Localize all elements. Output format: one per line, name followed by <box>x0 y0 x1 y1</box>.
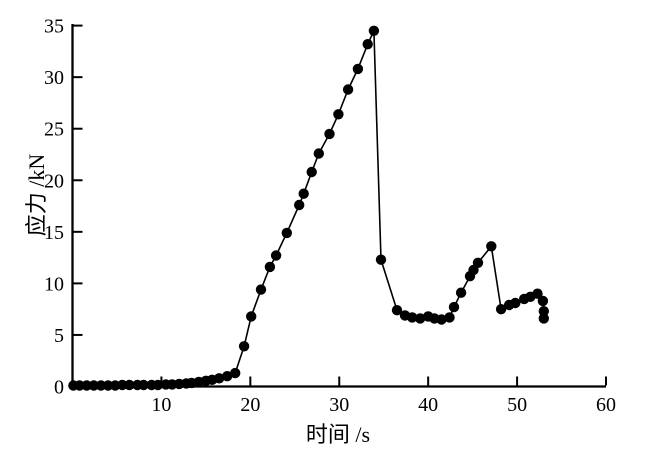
data-point <box>238 341 250 352</box>
data-point <box>436 314 447 325</box>
x-tick-label: 30 <box>329 394 349 416</box>
data-point <box>298 188 309 199</box>
data-point <box>415 313 426 324</box>
data-point <box>538 306 549 317</box>
y-tick-label: 5 <box>54 325 64 347</box>
data-point <box>375 254 387 265</box>
x-tick-label: 10 <box>151 394 171 416</box>
data-point <box>138 379 149 391</box>
data-point <box>444 312 455 323</box>
data-point <box>532 288 543 299</box>
data-point <box>495 304 507 315</box>
y-tick-label: 10 <box>44 273 64 295</box>
data-point <box>342 84 354 95</box>
data-point <box>246 311 257 322</box>
data-point <box>306 166 317 178</box>
data-point <box>230 367 241 379</box>
data-point <box>510 297 521 309</box>
data-point <box>352 63 364 75</box>
y-axis-title: 应力 /kN <box>24 154 49 237</box>
data-point <box>537 295 549 307</box>
data-point <box>270 250 282 261</box>
y-tick-label: 20 <box>44 170 64 192</box>
x-tick-label: 40 <box>418 394 438 416</box>
data-point <box>222 371 233 382</box>
data-point <box>538 313 549 324</box>
data-point <box>486 241 497 252</box>
data-point <box>472 257 484 268</box>
y-tick-label: 35 <box>44 16 64 38</box>
data-point <box>324 128 335 140</box>
y-tick-label: 0 <box>54 377 64 399</box>
data-point <box>88 380 100 391</box>
x-tick-label: 60 <box>596 394 616 416</box>
data-point <box>281 227 292 239</box>
data-point <box>362 39 373 50</box>
x-axis-title: 时间 /s <box>306 422 370 447</box>
data-point <box>294 199 305 211</box>
data-point <box>448 301 460 313</box>
data-point <box>333 109 344 120</box>
y-tick-label: 15 <box>44 222 64 244</box>
data-point <box>391 305 403 316</box>
data-point <box>313 148 324 159</box>
data-point <box>264 261 276 273</box>
data-point <box>368 25 380 36</box>
y-tick-label: 25 <box>44 119 64 141</box>
data-point <box>407 312 418 323</box>
y-tick-label: 30 <box>44 67 64 89</box>
data-point <box>455 287 467 298</box>
data-point <box>124 379 135 391</box>
x-tick-label: 50 <box>507 394 527 416</box>
x-tick-label: 20 <box>240 394 260 416</box>
data-point <box>152 379 164 391</box>
data-point <box>214 373 225 384</box>
data-point <box>255 284 267 295</box>
